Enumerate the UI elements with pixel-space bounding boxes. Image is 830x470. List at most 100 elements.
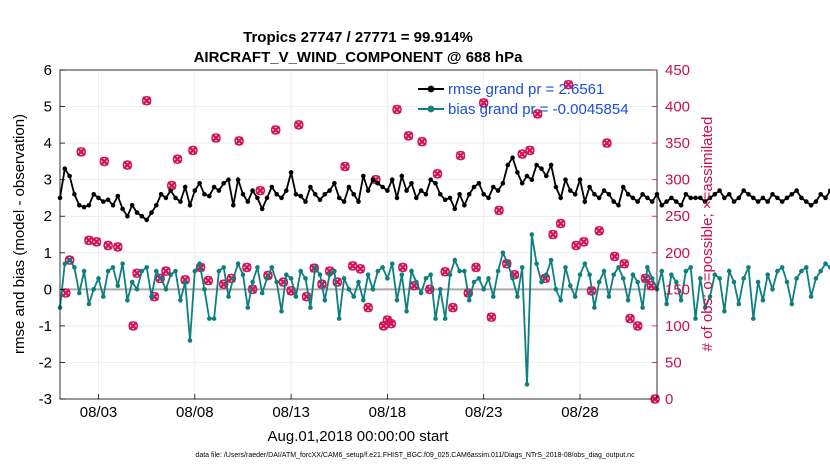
bias-point-133 [698,276,703,281]
bias-point-8 [96,276,101,281]
plot-area [60,70,657,399]
obs-assimilated-marker-3 [84,235,94,245]
bias-point-151 [784,279,790,285]
bias-point-118 [625,298,631,303]
obs-possible-marker-76 [619,258,630,269]
rmse-point-8 [96,195,101,201]
obs-assimilated-marker-54 [448,303,458,313]
obs-possible-marker-52 [432,169,443,179]
rmse-point-114 [606,192,612,197]
bias-point-46 [279,309,284,314]
bias-point-11 [110,265,116,270]
bias-point-103 [553,287,559,292]
bias-point-148 [770,287,775,292]
bias-point-61 [351,294,357,299]
bias-point-141 [736,301,742,307]
bias-point-112 [596,279,602,285]
obs-possible-marker-2 [76,147,86,157]
bias-point-120 [635,279,640,285]
left-tick-label-6: 3 [44,172,52,189]
obs-assimilated-marker-45 [386,319,396,329]
rmse-point-18 [144,217,149,223]
obs-possible-marker-32 [293,120,304,130]
obs-assimilated-marker-16 [173,154,182,164]
rmse-point-122 [645,195,650,201]
rmse-point-98 [529,177,535,182]
bias-point-72 [404,309,409,314]
rmse-point-55 [322,192,328,197]
bias-point-157 [813,276,819,281]
rmse-point-141 [736,195,742,201]
obs-possible-marker-30 [278,277,289,287]
obs-possible-marker-14 [161,266,171,276]
obs-assimilated-marker-4 [92,237,102,247]
rmse-point-137 [717,188,722,193]
obs-assimilated-marker-0 [61,288,71,298]
left-tick-label-4: 1 [44,245,52,262]
obs-possible-marker-65 [532,109,543,119]
obs-assimilated-marker-70 [571,241,581,250]
right-tick-label-8: 400 [665,99,690,116]
bias-point-142 [741,276,746,281]
bias-point-156 [808,294,814,299]
obs-possible-marker-55 [455,150,466,161]
obs-assimilated-marker-78 [633,321,643,331]
rmse-point-105 [563,177,568,182]
rmse-point-125 [659,203,665,208]
rmse-point-120 [635,199,640,204]
obs-possible-marker-24 [234,136,244,146]
bias-point-52 [308,305,313,310]
rmse-point-52 [308,184,313,190]
obs-possible-marker-27 [255,185,266,196]
rmse-point-30 [202,192,207,197]
obs-possible-marker-48 [403,131,414,141]
obs-possible-marker-7 [112,242,123,252]
rmse-point-94 [510,155,515,160]
bias-point-74 [414,279,419,285]
bias-point-116 [616,265,621,270]
bias-point-144 [751,316,756,321]
rmse-point-76 [423,192,429,197]
obs-possible-marker-33 [301,291,312,302]
rmse-point-15 [129,203,135,208]
bias-point-131 [688,265,693,270]
obs-possible-marker-1 [64,255,75,265]
obs-possible-marker-38 [340,161,350,172]
right-tick-label-7: 350 [665,135,690,152]
bias-point-109 [582,261,588,267]
bias-point-134 [702,305,708,310]
bottom-tick-label-2: 08/13 [272,404,310,421]
bias-point-129 [678,298,684,303]
rmse-point-146 [760,195,766,201]
bias-point-40 [250,279,255,285]
rmse-point-17 [139,213,145,219]
bias-point-41 [255,265,260,270]
rmse-point-149 [775,195,780,201]
obs-assimilated-marker-65 [533,109,543,119]
obs-possible-marker-60 [494,205,504,216]
obs-assimilated-marker-52 [433,169,442,179]
rmse-point-104 [558,195,563,201]
rmse-point-139 [726,192,732,197]
obs-possible-marker-58 [478,98,489,108]
rmse-point-75 [418,188,424,193]
bias-point-132 [693,316,698,321]
obs-assimilated-marker-32 [294,120,304,130]
obs-assimilated-marker-14 [161,266,171,276]
bias-point-15 [129,279,135,285]
left-tick-label-8: 5 [44,99,52,116]
bias-point-17 [139,268,145,274]
right-tick-label-9: 450 [665,62,690,79]
bias-point-92 [500,250,506,256]
bias-point-50 [298,268,304,274]
obs-assimilated-marker-74 [602,138,612,148]
bias-point-127 [669,272,674,278]
obs-possible-marker-18 [188,145,198,156]
rmse-point-138 [722,195,727,201]
rmse-point-64 [365,188,371,193]
bias-point-80 [442,316,448,321]
rmse-point-53 [312,192,318,197]
bias-point-86 [471,279,477,285]
bias-point-89 [486,276,491,281]
